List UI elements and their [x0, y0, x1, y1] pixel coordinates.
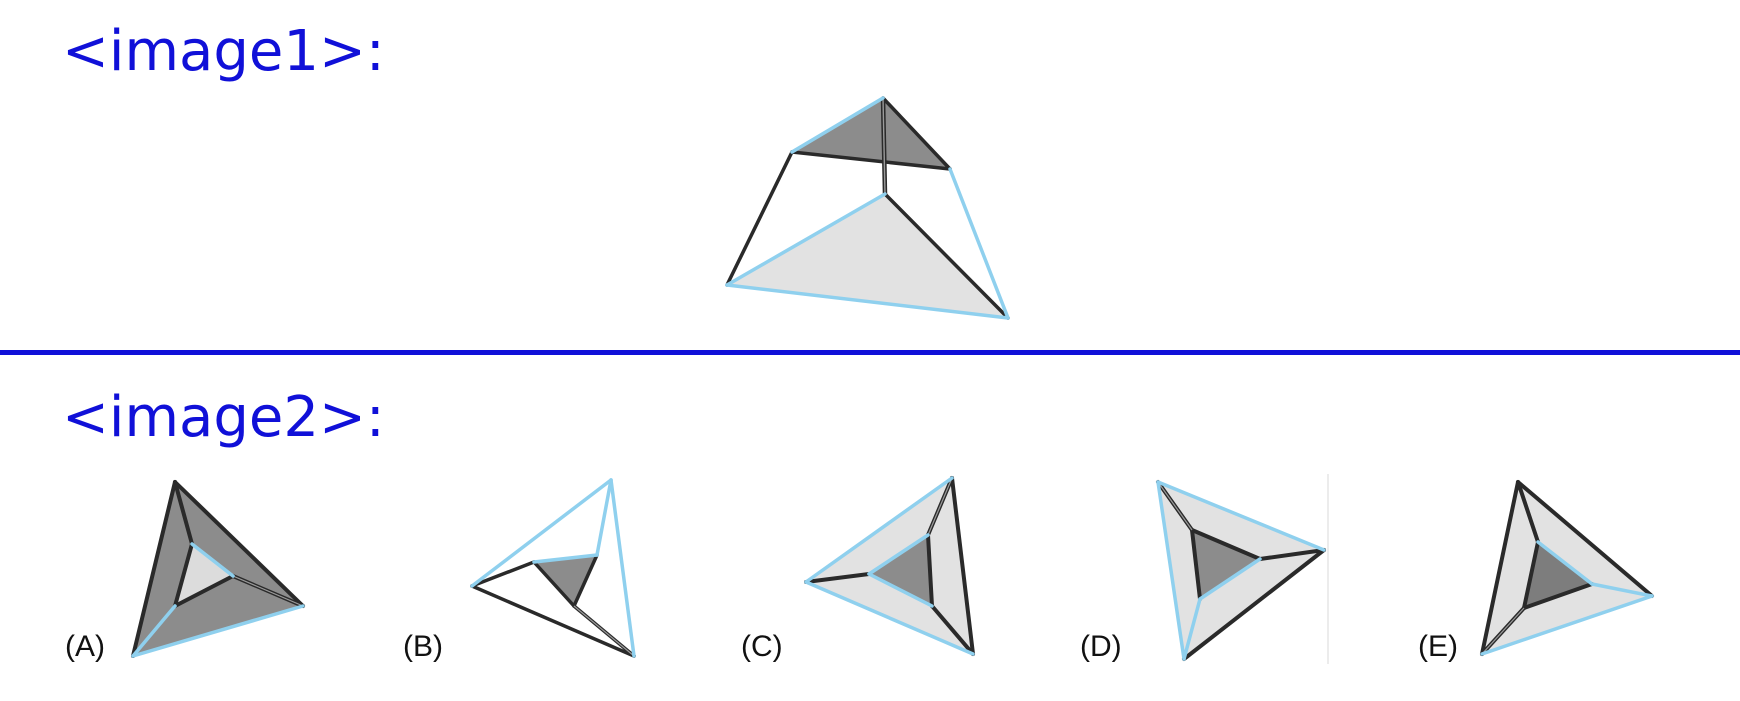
option-a-label: (A)	[65, 630, 105, 663]
option-d-figure	[1156, 474, 1329, 664]
image1-label: <image1>:	[62, 19, 385, 84]
option-b-label: (B)	[403, 630, 443, 663]
top-face	[792, 98, 950, 169]
section-divider	[0, 350, 1740, 355]
main-frustum-figure	[725, 96, 1010, 320]
bottom-face	[727, 194, 1008, 318]
image2-label: <image2>:	[62, 385, 385, 450]
option-c-figure	[804, 476, 975, 656]
option-d-label: (D)	[1080, 630, 1122, 663]
option-e-label: (E)	[1418, 630, 1458, 663]
option-e-figure	[1480, 480, 1654, 656]
option-a-figure	[131, 480, 305, 658]
option-b-figure	[470, 478, 636, 658]
option-c-label: (C)	[741, 630, 783, 663]
